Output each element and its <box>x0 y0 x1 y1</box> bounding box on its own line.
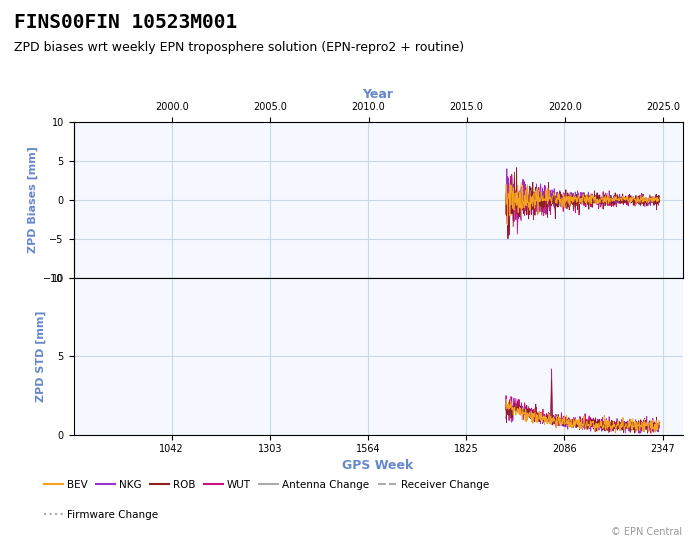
Y-axis label: ZPD Biases [mm]: ZPD Biases [mm] <box>27 146 38 253</box>
Y-axis label: ZPD STD [mm]: ZPD STD [mm] <box>36 310 46 402</box>
Text: FINS00FIN 10523M001: FINS00FIN 10523M001 <box>14 14 237 32</box>
Legend: Firmware Change: Firmware Change <box>40 505 162 524</box>
X-axis label: Year: Year <box>363 87 393 100</box>
X-axis label: GPS Week: GPS Week <box>342 458 414 471</box>
Text: ZPD biases wrt weekly EPN troposphere solution (EPN-repro2 + routine): ZPD biases wrt weekly EPN troposphere so… <box>14 40 464 53</box>
Text: © EPN Central: © EPN Central <box>611 527 682 537</box>
Legend: BEV, NKG, ROB, WUT, Antenna Change, Receiver Change: BEV, NKG, ROB, WUT, Antenna Change, Rece… <box>40 476 493 494</box>
